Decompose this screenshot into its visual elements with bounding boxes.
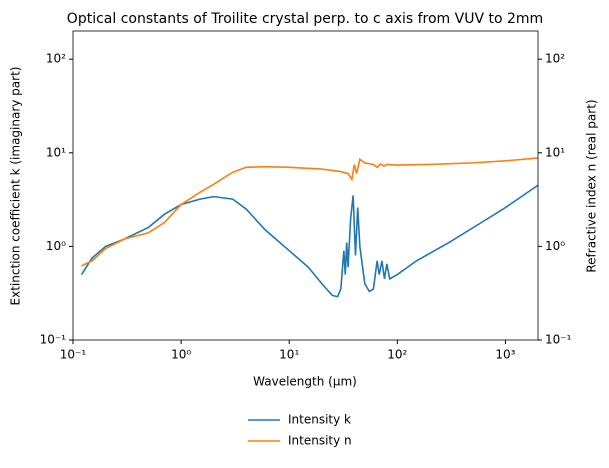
x-tick-label: 10⁻¹ [60, 348, 87, 362]
chart-title: Optical constants of Troilite crystal pe… [67, 11, 543, 27]
x-tick-label: 10¹ [279, 348, 299, 362]
y-tick-label: 10⁻¹ [40, 333, 67, 347]
line-series [81, 157, 539, 267]
x-axis-label: Wavelength (μm) [253, 375, 357, 389]
y2-tick-label: 10¹ [545, 145, 565, 159]
y2-axis-label: Refractive index n (real part) [585, 99, 599, 272]
plot-frame [72, 30, 539, 341]
y2-tick-label: 10⁻¹ [545, 333, 572, 347]
y-tick-label: 10² [46, 52, 66, 66]
x-tick-label: 10⁰ [171, 348, 191, 362]
legend-label: Intensity k [288, 413, 351, 427]
legend-label: Intensity n [288, 434, 352, 448]
y2-tick-label: 10⁰ [545, 239, 565, 253]
x-tick-label: 10³ [495, 348, 515, 362]
y-tick-label: 10⁰ [46, 239, 66, 253]
x-tick-label: 10² [387, 348, 407, 362]
y-tick-label: 10¹ [46, 145, 66, 159]
y2-tick-label: 10² [545, 52, 565, 66]
y-axis-label: Extinction coefficient k (imaginary part… [9, 67, 23, 306]
line-series [80, 184, 539, 298]
